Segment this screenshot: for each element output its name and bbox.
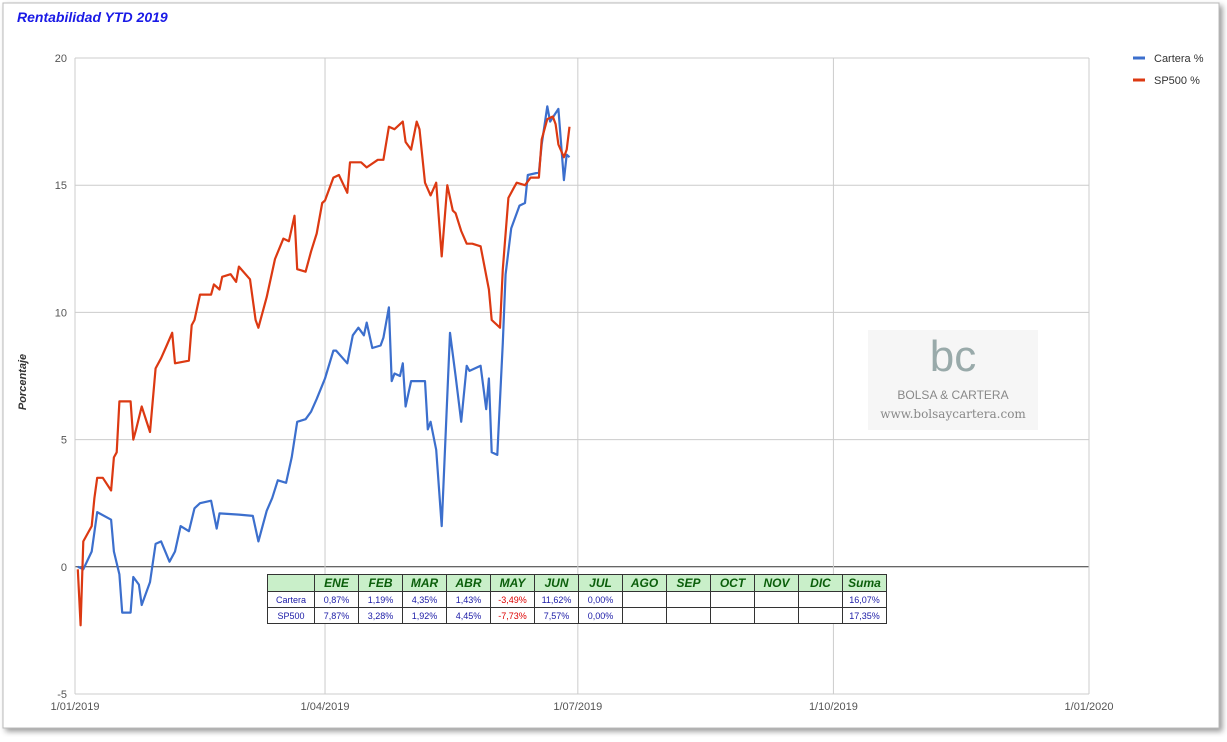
header-cell: OCT xyxy=(710,574,755,592)
table-cell: 7,87% xyxy=(314,607,359,624)
table-cell: 1,43% xyxy=(446,591,491,608)
y-tick-label: 10 xyxy=(55,307,67,319)
table-cell xyxy=(622,591,667,608)
x-tick-label: 1/07/2019 xyxy=(553,701,602,713)
table-cell: -7,73% xyxy=(490,607,535,624)
table-cell: 4,45% xyxy=(446,607,491,624)
header-cell: JUN xyxy=(534,574,579,592)
table-cell xyxy=(666,591,711,608)
y-tick-label: 15 xyxy=(55,180,67,192)
table-cell: 3,28% xyxy=(358,607,403,624)
header-cell: MAY xyxy=(490,574,535,592)
header-cell: SEP xyxy=(666,574,711,592)
table-cell: Cartera xyxy=(267,591,315,608)
table-header: ENE FEB MAR ABR MAY JUN JUL AGO SEP OCT NOV DIC Suma xyxy=(267,574,887,592)
watermark-url: www.bolsaycartera.com xyxy=(880,407,1026,421)
table-cell: 7,57% xyxy=(534,607,579,624)
table-cell xyxy=(666,607,711,624)
summary-table: ENE FEB MAR ABR MAY JUN JUL AGO SEP OCT NOV DIC Suma… xyxy=(267,574,887,624)
table-cell xyxy=(798,607,843,624)
watermark-name: BOLSA & CARTERA xyxy=(897,388,1009,402)
table-cell: 4,35% xyxy=(402,591,447,608)
table-cell: 1,92% xyxy=(402,607,447,624)
table-cell xyxy=(754,607,799,624)
table-cell xyxy=(754,591,799,608)
series-line xyxy=(77,105,571,614)
watermark: bc BOLSA & CARTERA www.bolsaycartera.com xyxy=(868,330,1038,430)
header-cell: ABR xyxy=(446,574,491,592)
table-cell xyxy=(710,607,755,624)
table-cell xyxy=(710,591,755,608)
header-cell: FEB xyxy=(358,574,403,592)
table-cell: 1,19% xyxy=(358,591,403,608)
y-tick-label: 5 xyxy=(61,435,67,447)
header-cell: NOV xyxy=(754,574,799,592)
y-tick-label: -5 xyxy=(57,689,67,701)
header-cell: JUL xyxy=(578,574,623,592)
table-cell: -3,49% xyxy=(490,591,535,608)
table-cell: 11,62% xyxy=(534,591,579,608)
table-cell: 16,07% xyxy=(842,591,887,608)
legend-label: SP500 % xyxy=(1154,75,1200,87)
table-cell xyxy=(798,591,843,608)
table-cell: SP500 xyxy=(267,607,315,624)
y-tick-label: 0 xyxy=(61,562,67,574)
table-cell: 0,00% xyxy=(578,607,623,624)
header-cell xyxy=(267,574,315,592)
table-cell xyxy=(622,607,667,624)
series-line xyxy=(76,115,571,627)
chart-title: Rentabilidad YTD 2019 xyxy=(17,9,168,25)
table-row: Cartera 0,87% 1,19% 4,35% 1,43% -3,49% 11,62% 0… xyxy=(267,591,887,608)
header-cell: ENE xyxy=(314,574,359,592)
y-axis-label: Porcentaje xyxy=(17,354,29,410)
table-cell: 17,35% xyxy=(842,607,887,624)
x-tick-label: 1/01/2019 xyxy=(51,701,100,713)
watermark-logo: bc xyxy=(929,332,977,381)
table-cell: 0,00% xyxy=(578,591,623,608)
table-row: SP500 7,87% 3,28% 1,92% 4,45% -7,73% 7,57% 0,00… xyxy=(267,607,887,624)
x-tick-label: 1/04/2019 xyxy=(301,701,350,713)
header-cell: Suma xyxy=(842,574,887,592)
header-cell: AGO xyxy=(622,574,667,592)
legend-label: Cartera % xyxy=(1154,53,1204,65)
y-tick-label: 20 xyxy=(55,53,67,65)
header-cell: MAR xyxy=(402,574,447,592)
header-cell: DIC xyxy=(798,574,843,592)
x-tick-label: 1/01/2020 xyxy=(1065,701,1114,713)
x-tick-label: 1/10/2019 xyxy=(809,701,858,713)
table-cell: 0,87% xyxy=(314,591,359,608)
